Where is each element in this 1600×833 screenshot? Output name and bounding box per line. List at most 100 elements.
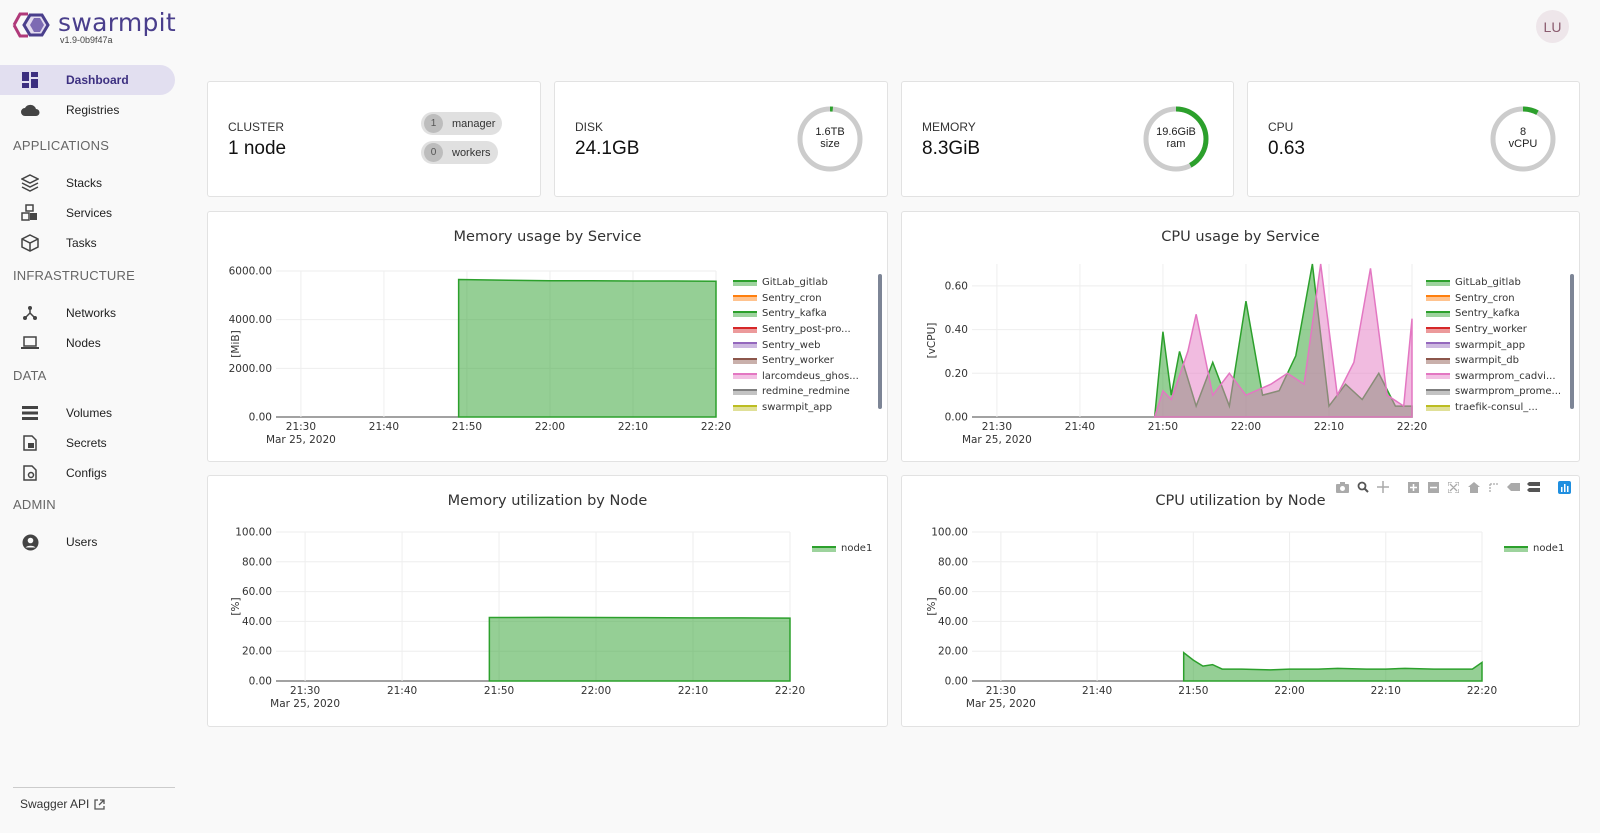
home-icon[interactable]	[1466, 480, 1481, 494]
legend-item[interactable]: traefik-consul_...	[1426, 400, 1561, 416]
legend-item[interactable]: Sentry_worker	[733, 353, 859, 369]
legend-item[interactable]: Sentry_web	[733, 337, 859, 353]
workers-label: workers	[452, 146, 491, 159]
disk-value: 24.1GB	[575, 138, 640, 159]
nav-item-secrets[interactable]: Secrets	[0, 428, 175, 458]
memory-by-node-chart[interactable]: Memory utilization by Node 0.00 20.00 40.0…	[207, 475, 888, 727]
legend-item[interactable]: swarmpit_app	[1426, 337, 1561, 353]
x-tick-label: 21:40	[369, 421, 399, 433]
legend-swatch	[1426, 357, 1450, 364]
nav-label-configs: Configs	[66, 466, 107, 480]
legend-scrollbar[interactable]	[878, 274, 882, 409]
legend-label: traefik-consul_...	[1455, 402, 1538, 414]
y-tick-label: 60.00	[242, 586, 272, 598]
memory-card[interactable]: MEMORY 8.3GiB 19.6GiB ram	[901, 81, 1234, 197]
nav-item-services[interactable]: Services	[0, 198, 175, 228]
y-tick-label: 100.00	[931, 527, 968, 539]
nav-item-configs[interactable]: Configs	[0, 458, 175, 488]
legend-swatch	[1504, 545, 1528, 552]
legend-item[interactable]: GitLab_gitlab	[1426, 275, 1561, 291]
legend-label: Sentry_kafka	[1455, 308, 1520, 320]
legend-item[interactable]: node1	[1504, 541, 1564, 557]
legend-label: Sentry_worker	[762, 355, 834, 367]
legend-item[interactable]: Sentry_cron	[1426, 291, 1561, 307]
x-date-label: Mar 25, 2020	[966, 698, 1036, 710]
disk-card[interactable]: DISK 24.1GB 1.6TB size	[554, 81, 888, 197]
legend-swatch	[1426, 404, 1450, 411]
nav-item-users[interactable]: Users	[0, 527, 175, 557]
legend-label: Sentry_cron	[762, 292, 822, 304]
legend-item[interactable]: Sentry_worker	[1426, 322, 1561, 338]
nav-label-nodes: Nodes	[66, 336, 101, 350]
y-tick-label: 100.00	[235, 527, 272, 539]
legend-swatch	[733, 357, 757, 364]
zoom-in-icon[interactable]	[1406, 480, 1421, 494]
x-tick-label: 21:30	[986, 685, 1016, 697]
legend-label: swarmpit_app	[1455, 339, 1526, 351]
x-tick-label: 22:00	[1274, 685, 1304, 697]
y-tick-label: 0.00	[945, 676, 968, 688]
legend-item[interactable]: swarmprom_prome...	[1426, 384, 1561, 400]
manager-label: manager	[452, 117, 496, 130]
nav-item-registries[interactable]: Registries	[0, 95, 175, 125]
legend-item[interactable]: swarmprom_cadvi...	[1426, 369, 1561, 385]
x-tick-label: 21:40	[1065, 421, 1095, 433]
legend-swatch	[1426, 342, 1450, 349]
cluster-card[interactable]: CLUSTER 1 node 1 manager 0 workers	[207, 81, 541, 197]
x-tick-label: 22:00	[1231, 421, 1261, 433]
nav-item-tasks[interactable]: Tasks	[0, 228, 175, 258]
legend-item[interactable]: Sentry_cron	[733, 291, 859, 307]
chart-title: CPU usage by Service	[1161, 229, 1320, 245]
logo[interactable]: swarmpit v1.9-0b9f47a	[10, 8, 176, 45]
nav-label-tasks: Tasks	[66, 236, 97, 250]
nav-label-networks: Networks	[66, 306, 117, 320]
hover-compare-icon[interactable]	[1526, 480, 1541, 494]
nav-item-stacks[interactable]: Stacks	[0, 168, 175, 198]
legend-scrollbar[interactable]	[1570, 274, 1574, 409]
cpu-by-service-chart[interactable]: CPU usage by Service 0.00 0.20 0.40 0.60 21:…	[901, 211, 1580, 462]
legend-swatch	[733, 404, 757, 411]
autoscale-icon[interactable]	[1446, 480, 1461, 494]
plotly-logo-icon[interactable]	[1557, 480, 1572, 494]
storage-icon	[20, 404, 40, 422]
nav-label-services: Services	[66, 206, 113, 220]
legend-item[interactable]: Sentry_kafka	[733, 306, 859, 322]
toolbar-gap	[1395, 480, 1401, 494]
legend[interactable]: GitLab_gitlab Sentry_cron Sentry_kafka Sent…	[1426, 275, 1561, 415]
series-area	[488, 616, 791, 682]
legend[interactable]: node1	[1504, 541, 1564, 557]
hover-closest-icon[interactable]	[1506, 480, 1521, 494]
legend-item[interactable]: GitLab_gitlab	[733, 275, 859, 291]
legend-item[interactable]: swarmpit_db	[1426, 353, 1561, 369]
cpu-card[interactable]: CPU 0.63 8 vCPU	[1247, 81, 1580, 197]
spike-lines-icon[interactable]	[1486, 480, 1501, 494]
layers-icon	[20, 174, 40, 192]
memory-value: 8.3GiB	[922, 138, 981, 159]
cpu-value: 0.63	[1268, 138, 1305, 159]
legend-item[interactable]: Sentry_post-pro...	[733, 322, 859, 338]
memory-by-service-chart[interactable]: Memory usage by Service 0.00 2000.00 4000.…	[207, 211, 888, 462]
legend[interactable]: GitLab_gitlab Sentry_cron Sentry_kafka Sent…	[733, 275, 859, 415]
legend[interactable]: node1	[812, 541, 872, 557]
x-tick-label: 21:50	[1178, 685, 1208, 697]
cpu-by-node-chart[interactable]: CPU utilization by Node 0.00 20.00 40.00 60…	[901, 475, 1580, 727]
legend-label: swarmpit_app	[762, 402, 833, 414]
legend-item[interactable]: Sentry_kafka	[1426, 306, 1561, 322]
legend-item[interactable]: swarmpit_app	[733, 400, 859, 416]
camera-icon[interactable]	[1335, 480, 1350, 494]
user-avatar[interactable]: LU	[1536, 10, 1569, 43]
y-tick-label: 0.00	[945, 412, 968, 424]
legend-item[interactable]: larcomdeus_ghos...	[733, 369, 859, 385]
zoom-out-icon[interactable]	[1426, 480, 1441, 494]
nav-item-networks[interactable]: Networks	[0, 298, 175, 328]
legend-item[interactable]: node1	[812, 541, 872, 557]
nav-item-dashboard[interactable]: Dashboard	[0, 65, 175, 95]
swagger-api-link[interactable]: Swagger API	[20, 797, 106, 811]
pan-icon[interactable]	[1375, 480, 1390, 494]
nav-item-nodes[interactable]: Nodes	[0, 328, 175, 358]
y-tick-label: 0.00	[249, 412, 272, 424]
nav-item-volumes[interactable]: Volumes	[0, 398, 175, 428]
manager-count: 1	[424, 114, 443, 133]
zoom-icon[interactable]	[1355, 480, 1370, 494]
legend-item[interactable]: redmine_redmine	[733, 384, 859, 400]
